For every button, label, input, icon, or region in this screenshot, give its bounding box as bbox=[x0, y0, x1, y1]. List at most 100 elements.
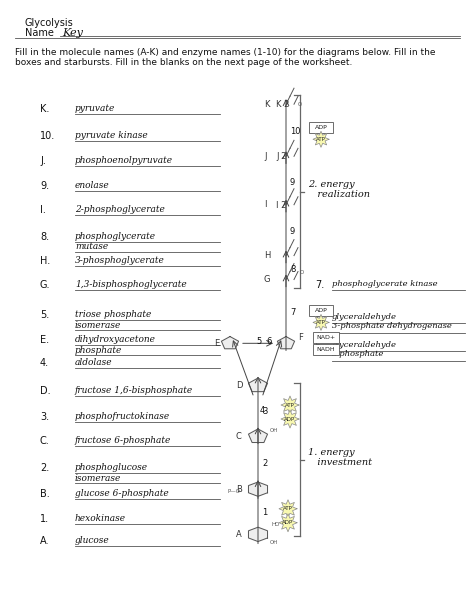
Text: NAD+: NAD+ bbox=[317, 335, 336, 340]
Text: 1. energy
   investment: 1. energy investment bbox=[308, 447, 372, 467]
Text: hexokinase: hexokinase bbox=[75, 514, 126, 523]
Text: glyceraldehyde
3-phosphate dehydrogenase: glyceraldehyde 3-phosphate dehydrogenase bbox=[332, 313, 452, 330]
Polygon shape bbox=[313, 131, 329, 147]
Text: triose phosphate
isomerase: triose phosphate isomerase bbox=[75, 310, 151, 330]
Polygon shape bbox=[248, 527, 267, 541]
Text: F.: F. bbox=[315, 341, 322, 351]
Polygon shape bbox=[248, 378, 267, 392]
Text: Key: Key bbox=[62, 28, 83, 38]
Text: K: K bbox=[264, 100, 270, 109]
Text: Glycolysis: Glycolysis bbox=[25, 18, 74, 28]
Text: B: B bbox=[236, 485, 242, 493]
Text: glucose: glucose bbox=[75, 536, 110, 546]
Text: 9.: 9. bbox=[40, 181, 49, 191]
FancyBboxPatch shape bbox=[313, 332, 339, 343]
Text: Fill in the molecule names (A-K) and enzyme names (1-10) for the diagrams below.: Fill in the molecule names (A-K) and enz… bbox=[15, 48, 436, 67]
Text: P—O: P—O bbox=[228, 489, 241, 494]
Text: A: A bbox=[236, 530, 242, 539]
Polygon shape bbox=[248, 429, 267, 443]
Polygon shape bbox=[277, 337, 294, 349]
Text: 1.: 1. bbox=[40, 514, 49, 524]
Text: 1,3-bisphosphoglycerate: 1,3-bisphosphoglycerate bbox=[75, 280, 187, 289]
Text: 8.: 8. bbox=[40, 232, 49, 242]
Text: 5: 5 bbox=[256, 337, 261, 346]
Text: glyceraldehyde
3-phosphate: glyceraldehyde 3-phosphate bbox=[332, 341, 397, 358]
Text: 9: 9 bbox=[290, 227, 295, 236]
Text: 1: 1 bbox=[262, 508, 267, 517]
Text: pyruvate kinase: pyruvate kinase bbox=[75, 131, 148, 140]
Text: ADP: ADP bbox=[284, 416, 296, 422]
Text: Name: Name bbox=[25, 28, 54, 38]
Text: 8: 8 bbox=[290, 265, 295, 273]
Text: H.: H. bbox=[40, 256, 50, 265]
Text: phosphoglycerate kinase: phosphoglycerate kinase bbox=[332, 280, 438, 287]
Text: 3.: 3. bbox=[40, 412, 49, 422]
Polygon shape bbox=[279, 514, 297, 531]
Text: ATP: ATP bbox=[316, 320, 326, 325]
Polygon shape bbox=[313, 314, 329, 330]
Text: ADP: ADP bbox=[315, 125, 328, 130]
Text: J.: J. bbox=[40, 156, 46, 166]
Text: J: J bbox=[264, 152, 266, 161]
Text: NADH: NADH bbox=[317, 347, 335, 352]
Text: 4.: 4. bbox=[40, 358, 49, 368]
Text: fructose 6-phosphate: fructose 6-phosphate bbox=[75, 436, 172, 446]
Text: 5.: 5. bbox=[40, 310, 49, 320]
Text: HO: HO bbox=[272, 522, 281, 527]
Polygon shape bbox=[221, 337, 238, 349]
FancyBboxPatch shape bbox=[309, 122, 333, 133]
Text: C: C bbox=[236, 432, 242, 441]
Polygon shape bbox=[248, 482, 267, 497]
FancyBboxPatch shape bbox=[309, 305, 333, 316]
Text: ADP: ADP bbox=[283, 520, 293, 525]
Text: ATP: ATP bbox=[316, 137, 326, 142]
Text: F: F bbox=[298, 333, 303, 342]
Text: ATP: ATP bbox=[283, 506, 293, 511]
Text: phosphofructokinase: phosphofructokinase bbox=[75, 412, 170, 421]
Text: D: D bbox=[236, 381, 243, 390]
Text: OH: OH bbox=[270, 428, 278, 433]
Text: phosphoenolpyruvate: phosphoenolpyruvate bbox=[75, 156, 173, 166]
Text: 6.: 6. bbox=[315, 313, 324, 322]
Text: J 2: J 2 bbox=[276, 152, 286, 161]
Text: O: O bbox=[298, 102, 302, 107]
Text: 6: 6 bbox=[266, 337, 272, 346]
Text: I.: I. bbox=[40, 205, 46, 215]
Text: B.: B. bbox=[40, 489, 50, 499]
Text: fructose 1,6-bisphosphate: fructose 1,6-bisphosphate bbox=[75, 386, 193, 395]
Text: ATP: ATP bbox=[285, 403, 295, 408]
Text: pyruvate: pyruvate bbox=[75, 104, 115, 113]
Text: aldolase: aldolase bbox=[75, 358, 113, 367]
Text: 10: 10 bbox=[290, 128, 301, 136]
Text: OH: OH bbox=[270, 541, 278, 546]
Text: phosphoglucose
isomerase: phosphoglucose isomerase bbox=[75, 463, 148, 483]
Text: I: I bbox=[264, 200, 266, 209]
Text: K.: K. bbox=[40, 104, 49, 114]
Text: H: H bbox=[264, 251, 270, 260]
Text: glucose 6-phosphate: glucose 6-phosphate bbox=[75, 489, 169, 498]
Text: 9: 9 bbox=[290, 178, 295, 186]
Text: 3-phosphoglycerate: 3-phosphoglycerate bbox=[75, 256, 165, 265]
Text: 7: 7 bbox=[290, 308, 295, 318]
Text: C.: C. bbox=[40, 436, 50, 446]
Text: 2. energy
   realization: 2. energy realization bbox=[308, 180, 370, 199]
Polygon shape bbox=[281, 410, 299, 428]
Text: A.: A. bbox=[40, 536, 49, 546]
Text: 7.: 7. bbox=[315, 280, 324, 289]
Text: G: G bbox=[264, 275, 271, 284]
Text: E: E bbox=[214, 339, 219, 348]
Text: 2-phosphoglycerate: 2-phosphoglycerate bbox=[75, 205, 165, 214]
Text: K 2: K 2 bbox=[276, 100, 289, 109]
Text: D.: D. bbox=[40, 386, 51, 395]
FancyBboxPatch shape bbox=[313, 344, 339, 355]
Text: 2.: 2. bbox=[40, 463, 49, 473]
Text: phosphoglycerate
mutase: phosphoglycerate mutase bbox=[75, 232, 156, 251]
Text: enolase: enolase bbox=[75, 181, 110, 190]
Text: O: O bbox=[300, 270, 304, 275]
Text: E.: E. bbox=[40, 335, 49, 345]
Polygon shape bbox=[281, 396, 299, 414]
Text: G.: G. bbox=[40, 280, 51, 289]
Text: 2: 2 bbox=[262, 459, 267, 468]
Polygon shape bbox=[279, 500, 297, 518]
Text: 3: 3 bbox=[262, 407, 267, 416]
